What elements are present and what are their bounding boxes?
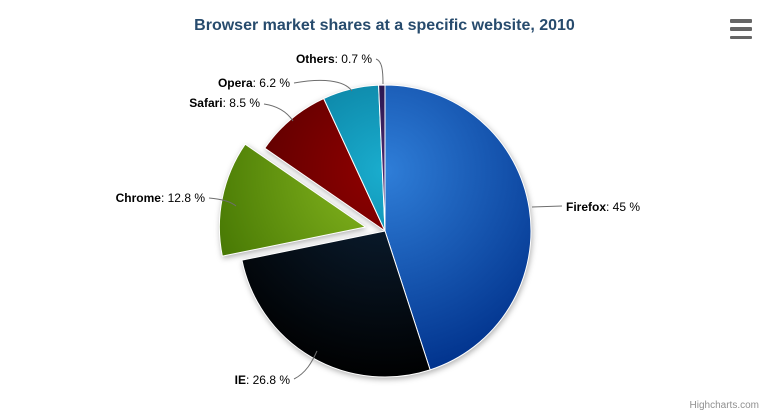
data-label-safari: Safari: 8.5 % (189, 96, 260, 110)
label-connector-firefox (531, 205, 563, 208)
data-label-opera: Opera: 6.2 % (218, 76, 290, 90)
label-connector-others (375, 58, 384, 85)
credits-link[interactable]: Highcharts.com (689, 400, 759, 411)
hamburger-menu-icon (730, 27, 752, 31)
label-connector-safari (263, 103, 294, 122)
pie-slice-chrome[interactable] (218, 143, 366, 257)
data-label-others: Others: 0.7 % (296, 52, 372, 66)
export-menu-button[interactable] (729, 18, 753, 40)
pie-slice-firefox[interactable] (384, 84, 532, 371)
data-label-chrome: Chrome: 12.8 % (116, 191, 206, 205)
data-label-firefox: Firefox: 45 % (566, 200, 640, 214)
label-connector-chrome (208, 197, 237, 207)
pie-slice-ie[interactable] (241, 230, 431, 378)
hamburger-menu-icon (730, 19, 752, 23)
pie-slice-others[interactable] (378, 84, 386, 232)
data-label-ie: IE: 26.8 % (235, 373, 291, 387)
label-connector-ie (293, 350, 318, 380)
hamburger-menu-icon (730, 35, 752, 39)
label-connector-opera (293, 79, 353, 92)
